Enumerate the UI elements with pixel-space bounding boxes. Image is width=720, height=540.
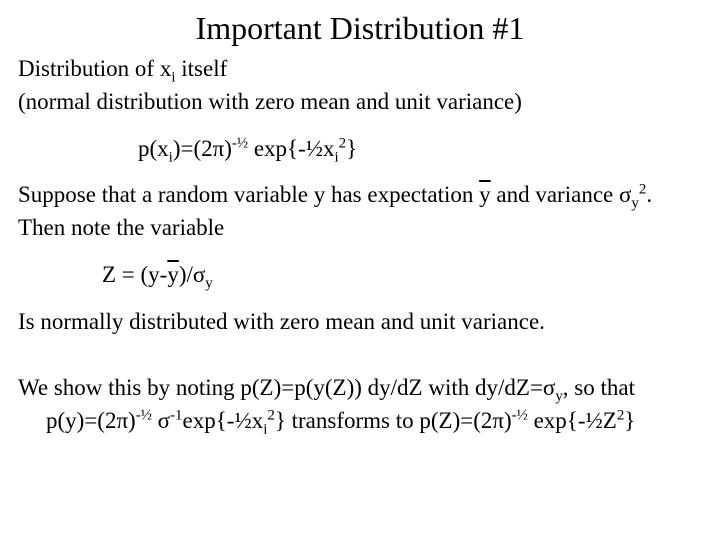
slide-title: Important Distribution #1 (18, 10, 702, 47)
text: } transforms to p(Z)=(2π) (275, 408, 512, 433)
intro-line-1: Distribution of xi itself (18, 55, 702, 84)
superscript: -½ (512, 407, 528, 423)
text: } (346, 136, 357, 161)
text: } (624, 408, 635, 433)
text: )/σ (179, 262, 205, 287)
text: , so that (563, 375, 635, 400)
derivation-line-1: We show this by noting p(Z)=p(y(Z)) dy/d… (18, 374, 702, 403)
text: We show this by noting p(Z)=p(y(Z)) dy/d… (18, 375, 555, 400)
y-bar: y (167, 262, 179, 287)
text: exp{-½x (183, 408, 264, 433)
text: σ (152, 408, 170, 433)
slide: Important Distribution #1 Distribution o… (0, 0, 720, 540)
subscript: y (205, 275, 212, 291)
suppose-line-2: Then note the variable (18, 214, 702, 243)
text: p(y)=(2π) (46, 408, 136, 433)
text: Distribution of x (18, 56, 171, 81)
formula-pxi: p(xi)=(2π)-½ exp{-½xi2} (18, 135, 702, 164)
subscript: y (631, 196, 638, 212)
intro-line-2: (normal distribution with zero mean and … (18, 88, 702, 117)
formula-z: Z = (y-y)/σy (18, 261, 702, 290)
superscript: 2 (339, 135, 346, 151)
text: exp{-½Z (528, 408, 617, 433)
superscript: -½ (232, 135, 248, 151)
subscript: i (263, 422, 267, 438)
slide-body: Distribution of xi itself (normal distri… (18, 55, 702, 436)
text: exp{-½x (248, 136, 334, 161)
superscript: 2 (267, 407, 274, 423)
text: and variance σ (491, 182, 632, 207)
text: )=(2π) (173, 136, 232, 161)
text: . (646, 182, 652, 207)
text: Suppose that a random variable y has exp… (18, 182, 479, 207)
text: p(x (138, 136, 169, 161)
derivation-line-2: p(y)=(2π)-½ σ-1exp{-½xi2} transforms to … (18, 407, 702, 436)
superscript: -½ (136, 407, 152, 423)
subscript: i (335, 149, 339, 165)
subscript: y (555, 389, 562, 405)
superscript: -1 (170, 407, 182, 423)
suppose-line-1: Suppose that a random variable y has exp… (18, 181, 702, 210)
y-bar: y (479, 182, 491, 207)
text: itself (176, 56, 228, 81)
text: Z = (y- (102, 262, 167, 287)
normal-statement: Is normally distributed with zero mean a… (18, 308, 702, 337)
